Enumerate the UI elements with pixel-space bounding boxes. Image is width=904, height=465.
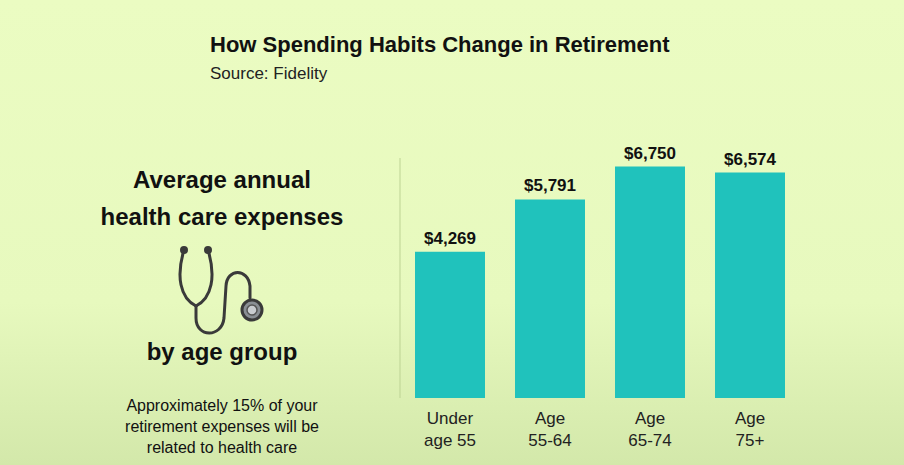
svg-text:Age: Age xyxy=(535,409,565,428)
svg-text:by age group: by age group xyxy=(147,338,298,365)
svg-text:related to health care: related to health care xyxy=(147,439,297,456)
svg-text:55-64: 55-64 xyxy=(528,431,571,450)
svg-text:Under: Under xyxy=(427,409,474,428)
svg-text:65-74: 65-74 xyxy=(628,431,671,450)
svg-text:Age: Age xyxy=(735,409,765,428)
svg-text:$6,574: $6,574 xyxy=(724,150,777,169)
svg-text:$5,791: $5,791 xyxy=(524,176,576,195)
svg-text:How Spending Habits Change in: How Spending Habits Change in Retirement xyxy=(210,32,670,57)
svg-text:retirement expenses will be: retirement expenses will be xyxy=(125,418,319,435)
svg-text:$6,750: $6,750 xyxy=(624,144,676,163)
svg-text:Approximately 15% of your: Approximately 15% of your xyxy=(126,397,318,414)
svg-text:health care expenses: health care expenses xyxy=(101,203,344,230)
svg-text:age 55: age 55 xyxy=(424,431,476,450)
svg-text:$4,269: $4,269 xyxy=(424,229,476,248)
svg-text:Age: Age xyxy=(635,409,665,428)
svg-text:Source: Fidelity: Source: Fidelity xyxy=(210,64,328,83)
svg-text:75+: 75+ xyxy=(736,431,765,450)
svg-text:Average annual: Average annual xyxy=(133,166,311,193)
